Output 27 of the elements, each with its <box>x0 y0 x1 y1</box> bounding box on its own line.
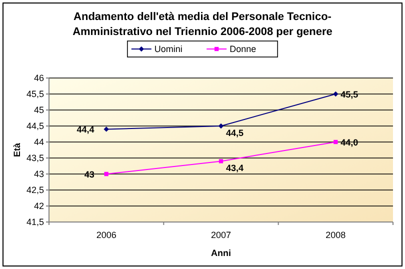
point <box>218 123 224 129</box>
y-tick-label: 41,5 <box>26 217 44 228</box>
y-tick-label: 43,5 <box>26 153 44 164</box>
legend-label: Uomini <box>154 44 182 54</box>
x-tick-label: 2008 <box>326 230 346 240</box>
legend-label: Donne <box>230 44 256 54</box>
point <box>334 140 338 144</box>
point <box>218 159 224 164</box>
chart-title: Andamento dell'età media del Personale Tecnico-Amministrativo nel Triennio 2006-2008 per genere <box>72 11 332 38</box>
data-label: 43,4 <box>226 163 244 174</box>
point <box>104 172 108 176</box>
point <box>333 91 338 97</box>
y-tick-label: 45,5 <box>26 89 44 100</box>
y-tick-label: 42 <box>34 201 44 212</box>
data-label: 44,5 <box>226 128 244 138</box>
y-tick-label: 43 <box>34 169 44 180</box>
y-tick-label: 46 <box>34 73 44 84</box>
y-tick-label: 44 <box>34 137 44 148</box>
x-axis-title: Anni <box>211 248 231 258</box>
y-axis-title: Età <box>12 142 22 158</box>
y-tick-label: 42,5 <box>26 185 44 196</box>
point <box>104 126 109 132</box>
x-tick-label: 2006 <box>96 230 116 240</box>
y-tick-label: 44,5 <box>26 121 44 132</box>
x-tick-label: 2007 <box>210 230 232 240</box>
y-tick-label: 45 <box>34 105 44 116</box>
data-label: 44,4 <box>76 124 94 135</box>
